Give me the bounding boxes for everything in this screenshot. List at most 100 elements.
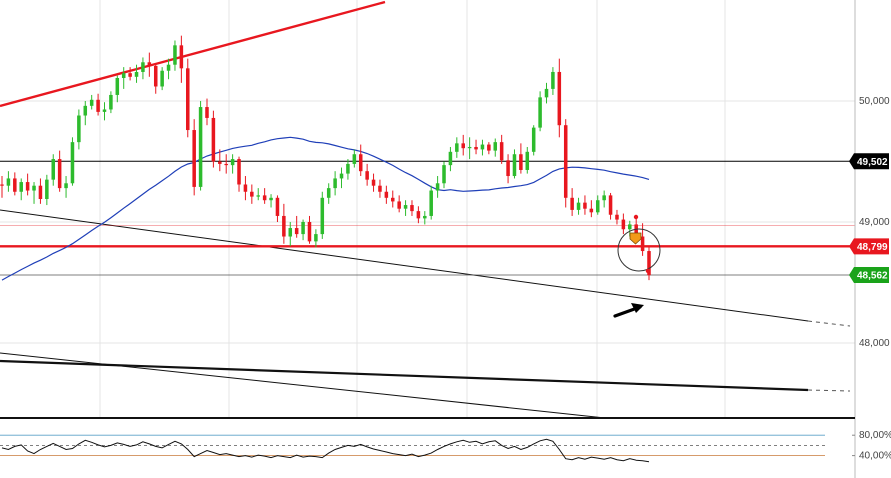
lower-trendline-thin <box>0 352 606 419</box>
y-tick-label: 50,000 <box>859 96 890 107</box>
candle-body <box>45 179 49 200</box>
candle-body <box>192 130 196 187</box>
price-badge-48799: 48,799 <box>849 238 889 255</box>
candle-body <box>19 182 23 192</box>
lower-trendline-bold-extension <box>807 389 851 392</box>
candle-body <box>128 73 132 77</box>
candle-body <box>634 224 638 237</box>
candle-body <box>378 185 382 192</box>
candle-body <box>461 143 465 149</box>
candle-body <box>256 195 260 197</box>
candle-body <box>288 228 293 237</box>
candle-body <box>551 71 555 89</box>
axis-panel: 50,000 49,000 48,000 49,502 48,799 48,562 <box>849 0 890 478</box>
candle-body <box>186 68 190 131</box>
candle-body <box>179 45 184 69</box>
candle-body <box>282 215 286 237</box>
candle-body <box>576 202 581 210</box>
candle-body <box>96 99 100 112</box>
candle-body <box>25 182 30 191</box>
lower-trendline-bold <box>0 359 809 392</box>
oscillator-panel: 80,00% 40,00% <box>0 417 891 463</box>
candle-body <box>583 202 587 209</box>
oscillator-line <box>1 438 650 463</box>
candle-body <box>384 191 389 198</box>
candle-body <box>589 208 594 213</box>
candle-body <box>595 200 600 213</box>
price-level-lines <box>0 160 855 276</box>
candle-body <box>57 159 62 189</box>
price-badge-48562: 48,562 <box>849 266 889 283</box>
candle-body <box>141 62 145 72</box>
price-badge-label: 48,562 <box>857 270 888 281</box>
candle-body <box>230 159 235 166</box>
candle-body <box>493 142 498 151</box>
candle-body <box>448 151 453 166</box>
candle-body <box>346 163 350 174</box>
sell-signal-marker <box>629 232 642 245</box>
candle-body <box>602 195 606 201</box>
candle-body <box>397 201 401 209</box>
candle-body <box>531 127 536 152</box>
candle-body <box>435 183 440 191</box>
candles <box>0 35 651 281</box>
candle-body <box>269 197 273 201</box>
candle-body <box>358 154 363 172</box>
candle-body <box>326 188 331 198</box>
candle-body <box>608 195 613 215</box>
candle-body <box>320 197 325 235</box>
candle-body <box>224 163 228 166</box>
candle-body <box>294 228 299 235</box>
candle-body <box>275 197 280 216</box>
candle-body <box>333 178 337 189</box>
candle-body <box>6 178 11 186</box>
candle-body <box>429 190 433 216</box>
candle-body <box>13 178 17 192</box>
moving-average-line <box>1 136 650 281</box>
candle-body <box>640 236 645 252</box>
candle-body <box>115 78 120 95</box>
candle-body <box>544 88 549 98</box>
candle-body <box>237 159 241 185</box>
candle-body <box>621 219 626 230</box>
candle-body <box>51 159 56 180</box>
candle-body <box>538 97 542 128</box>
candle-body <box>153 65 158 87</box>
candle-body <box>83 105 88 116</box>
candle-body <box>173 45 177 65</box>
candle-body <box>205 107 209 118</box>
candle-body <box>262 195 267 201</box>
descending-support-extension <box>807 320 851 327</box>
candle-body <box>38 185 43 200</box>
candle-body <box>423 215 427 219</box>
candle-body <box>166 64 171 71</box>
price-badge-bg <box>849 153 889 170</box>
candle-body <box>570 197 574 210</box>
candle-body <box>32 185 36 191</box>
candle-body <box>218 161 222 164</box>
candle-body <box>147 62 152 66</box>
candle-body <box>416 211 421 219</box>
candle-body <box>628 224 632 230</box>
candle-body <box>301 222 305 235</box>
candle-body <box>307 222 312 242</box>
candle-body <box>615 214 619 220</box>
annotations <box>613 214 661 318</box>
candle-body <box>506 160 510 177</box>
candle-body <box>512 154 517 177</box>
candle-body <box>121 73 126 79</box>
highlight-circle <box>617 228 661 272</box>
candle-body <box>410 205 414 212</box>
candle-body <box>365 171 369 180</box>
candle-body <box>499 142 504 161</box>
signal-dot <box>645 268 651 274</box>
grid <box>0 0 855 417</box>
candle-body <box>243 184 248 192</box>
price-badge-label: 49,502 <box>857 157 888 168</box>
candle-body <box>467 146 472 149</box>
oscillator-tick-label: 40,00% <box>859 451 891 462</box>
trendlines <box>0 0 851 419</box>
candle-body <box>211 117 216 162</box>
candle-body <box>77 115 81 143</box>
